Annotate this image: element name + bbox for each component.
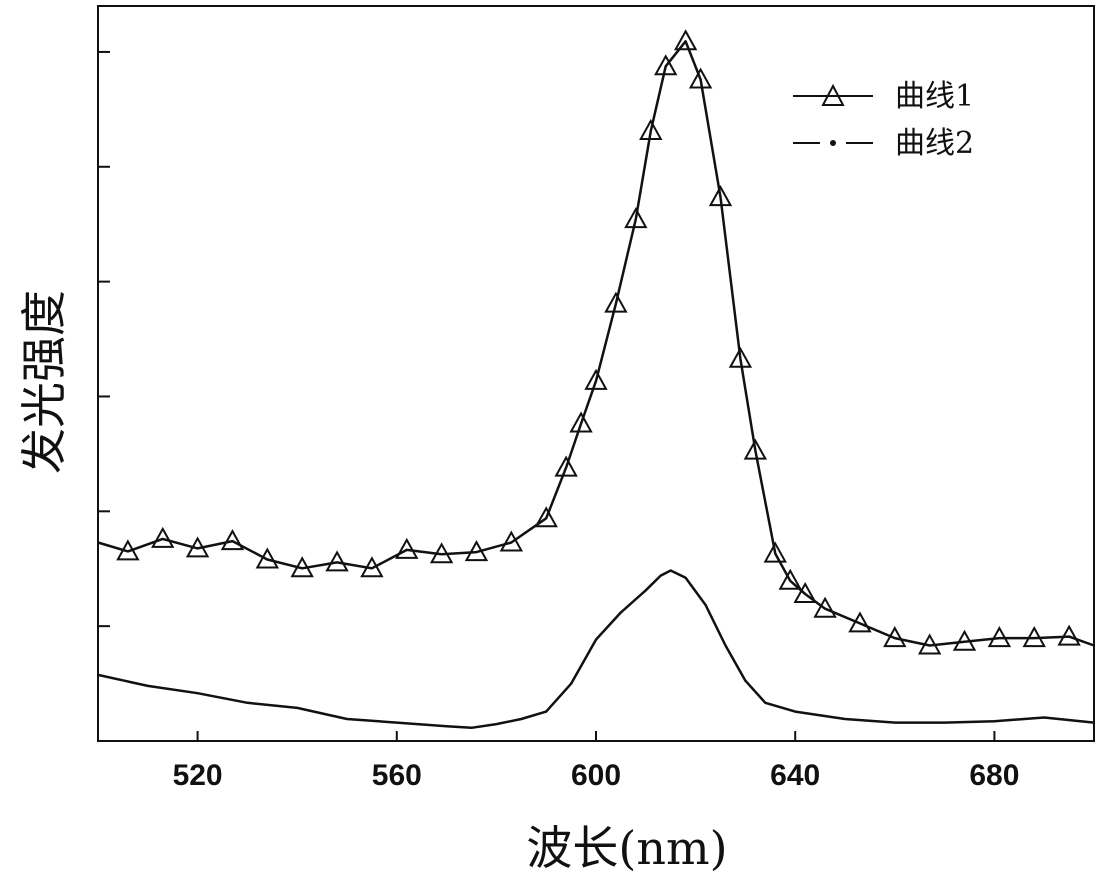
series-1-point-33 xyxy=(952,629,977,651)
x-tick-label-680: 680 xyxy=(969,759,1019,792)
series-1-point-14 xyxy=(554,455,578,477)
series-1-point-31 xyxy=(883,626,907,648)
series-1-point-24 xyxy=(728,346,753,368)
series-1-point-12 xyxy=(499,530,524,552)
y-axis-label: 发光强度 xyxy=(17,290,71,474)
series-1-point-10 xyxy=(429,542,454,564)
series-1-point-8 xyxy=(360,556,384,578)
plot-frame xyxy=(97,5,1095,742)
series-1-point-4 xyxy=(220,529,245,551)
series-1-point-23 xyxy=(708,185,733,207)
series-1-point-11 xyxy=(464,540,489,562)
x-tick-label-520: 520 xyxy=(173,759,223,792)
series-1-point-27 xyxy=(778,568,802,590)
series-1-point-19 xyxy=(639,118,663,140)
series-1-point-1 xyxy=(116,539,140,561)
series-1-point-9 xyxy=(395,537,419,559)
series-1-point-18 xyxy=(624,207,648,229)
series-1-point-7 xyxy=(325,550,349,572)
series-1-point-30 xyxy=(848,611,872,633)
x-tick-label-600: 600 xyxy=(571,759,621,792)
x-axis-label: 波长(nm) xyxy=(526,821,727,872)
legend: 曲线1 曲线2 xyxy=(793,79,974,161)
series-1-point-17 xyxy=(604,291,628,313)
series-1-point-28 xyxy=(793,581,817,603)
series-1-point-16 xyxy=(584,368,608,390)
series-1-point-34 xyxy=(987,626,1012,648)
series-1-point-6 xyxy=(290,556,314,578)
legend-marker-dot xyxy=(830,140,836,146)
series-1-point-20 xyxy=(654,54,678,76)
series-1-point-2 xyxy=(151,526,175,548)
series-1-point-29 xyxy=(813,596,837,618)
series-1-point-25 xyxy=(743,438,768,460)
axes: 520 560 600 640 680 xyxy=(97,5,1095,792)
series-1-point-21 xyxy=(673,29,698,51)
series-1-point-32 xyxy=(917,633,942,655)
legend-label-curve-1: 曲线1 xyxy=(895,79,974,114)
series-1-point-22 xyxy=(688,67,713,89)
series-layer xyxy=(97,29,1095,730)
series-1-point-3 xyxy=(185,536,210,558)
series-1-point-15 xyxy=(569,411,593,433)
legend-label-curve-2: 曲线2 xyxy=(895,126,974,161)
series-line-2 xyxy=(97,569,1095,730)
series-1-point-35 xyxy=(1022,626,1046,648)
series-1-point-5 xyxy=(255,547,280,569)
series-1-point-36 xyxy=(1057,624,1081,646)
x-tick-label-560: 560 xyxy=(372,759,422,792)
legend-marker-triangle xyxy=(821,83,845,106)
series-1-point-26 xyxy=(763,541,787,563)
series-1-point-13 xyxy=(534,506,558,528)
x-tick-label-640: 640 xyxy=(770,759,820,792)
